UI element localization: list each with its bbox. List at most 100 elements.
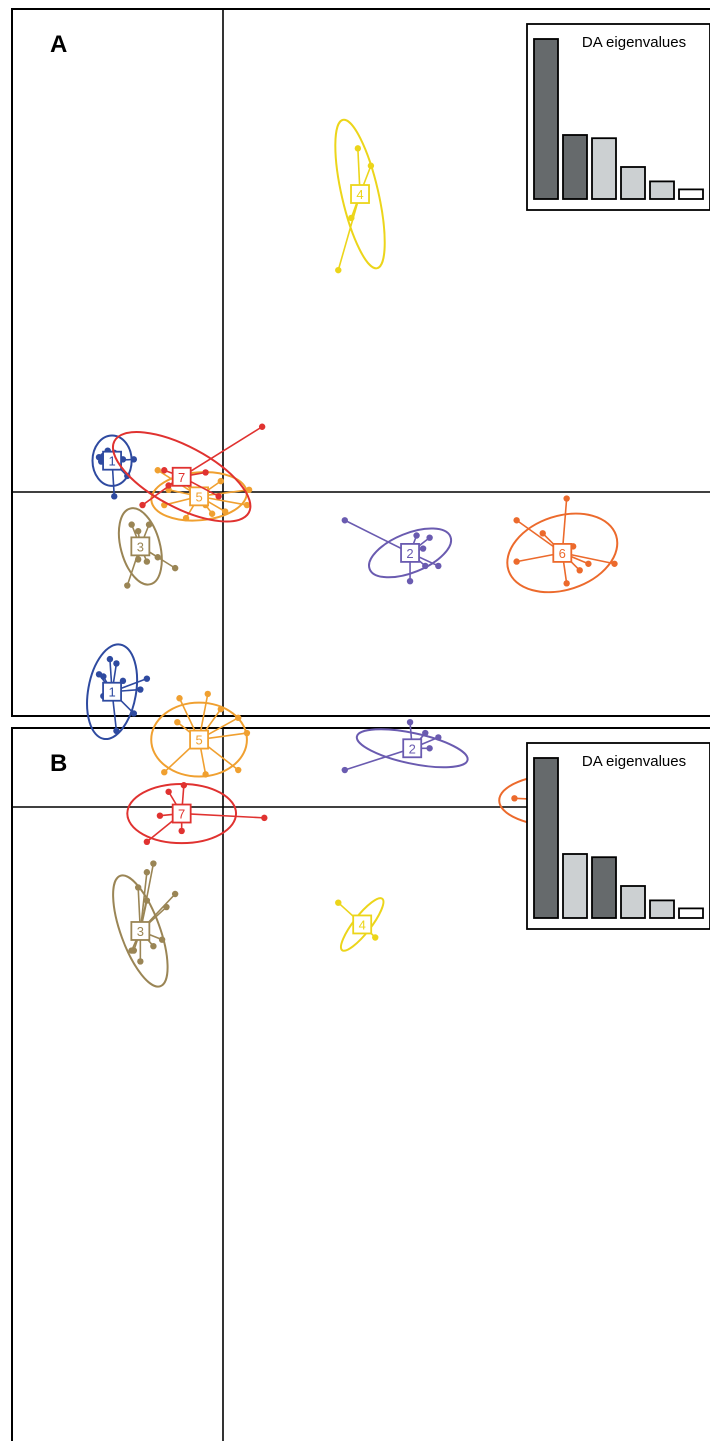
group-6: 6 xyxy=(506,495,619,594)
data-point xyxy=(139,501,146,509)
group-label: 7 xyxy=(178,807,185,822)
data-point xyxy=(422,562,429,570)
group-label-box xyxy=(171,466,192,487)
group-5: 5 xyxy=(150,467,253,522)
eigenvalue-bar xyxy=(562,853,588,919)
data-point xyxy=(221,508,229,515)
group-label: 3 xyxy=(137,924,144,939)
data-point xyxy=(419,545,427,552)
data-point xyxy=(137,686,144,693)
eigenvalue-inset: DA eigenvalues xyxy=(526,742,710,930)
data-point xyxy=(563,495,570,502)
data-point xyxy=(161,467,168,474)
data-point xyxy=(124,582,131,589)
eigenvalue-bar xyxy=(533,757,559,919)
data-point xyxy=(235,714,242,722)
eigenvalue-bar xyxy=(620,885,646,919)
data-point xyxy=(208,510,216,517)
data-point xyxy=(261,814,268,822)
panel-frame xyxy=(11,8,710,717)
group-spoke xyxy=(344,747,413,771)
inset-title: DA eigenvalues xyxy=(582,753,686,770)
data-point xyxy=(576,567,583,574)
data-point xyxy=(143,675,151,682)
group-label: 4 xyxy=(356,187,363,202)
data-point xyxy=(113,660,120,667)
data-point xyxy=(178,827,185,835)
data-point xyxy=(202,771,209,778)
data-point xyxy=(182,514,190,522)
data-point xyxy=(95,671,103,678)
eigenvalue-bar xyxy=(649,180,675,200)
group-4: 4 xyxy=(335,897,385,952)
group-ellipse xyxy=(117,507,163,586)
data-point xyxy=(513,558,520,565)
group-label: 2 xyxy=(406,546,413,561)
group-label: 6 xyxy=(559,546,566,561)
eigenvalue-inset: DA eigenvalues xyxy=(526,23,710,211)
group-ellipse xyxy=(111,431,252,523)
data-point xyxy=(204,690,211,698)
group-label: 4 xyxy=(359,917,366,932)
group-spoke xyxy=(181,426,263,478)
data-point xyxy=(217,477,225,485)
data-point xyxy=(124,472,131,480)
group-label: 5 xyxy=(195,733,202,748)
data-point xyxy=(154,467,161,474)
eigenvalue-bar xyxy=(562,134,588,200)
data-point xyxy=(163,903,170,911)
group-label-box xyxy=(402,738,423,759)
panel-frame xyxy=(11,727,710,1441)
data-point xyxy=(171,564,179,572)
data-point xyxy=(335,266,342,274)
group-ellipse xyxy=(355,728,469,769)
data-point xyxy=(161,769,168,776)
data-point xyxy=(134,884,142,891)
group-1: 1 xyxy=(86,643,151,741)
data-point xyxy=(137,958,144,965)
group-5: 5 xyxy=(150,690,251,778)
data-point xyxy=(150,860,157,867)
data-point xyxy=(245,486,253,494)
data-point xyxy=(539,530,546,537)
group-ellipse xyxy=(112,874,169,988)
group-3: 3 xyxy=(112,860,179,988)
data-point xyxy=(406,577,414,585)
data-point xyxy=(143,558,151,565)
data-point xyxy=(150,943,157,950)
data-point xyxy=(435,562,442,570)
data-point xyxy=(174,718,181,726)
group-label-box xyxy=(130,536,151,557)
panel-label: B xyxy=(50,750,67,777)
data-point xyxy=(171,890,179,898)
data-point xyxy=(354,145,362,152)
data-point xyxy=(513,517,520,524)
eigenvalue-bar xyxy=(678,188,704,200)
data-point xyxy=(180,782,188,789)
data-point xyxy=(243,501,251,509)
data-point xyxy=(372,934,379,941)
group-2: 2 xyxy=(341,517,453,585)
data-point xyxy=(367,162,375,169)
data-point xyxy=(145,521,153,528)
data-point xyxy=(143,897,151,904)
group-4: 4 xyxy=(334,118,386,274)
data-point xyxy=(511,795,518,802)
data-point xyxy=(130,456,138,463)
data-point xyxy=(563,580,570,587)
data-point xyxy=(215,493,222,500)
group-ellipse xyxy=(334,118,386,270)
group-label-box xyxy=(171,803,192,824)
inset-title: DA eigenvalues xyxy=(582,34,686,51)
data-point xyxy=(258,423,266,430)
group-ellipse xyxy=(506,512,619,594)
group-label: 1 xyxy=(108,685,115,700)
group-label: 1 xyxy=(108,454,115,469)
data-point xyxy=(422,729,429,737)
data-point xyxy=(585,560,592,567)
eigenvalue-bar xyxy=(533,38,559,200)
group-7: 7 xyxy=(111,423,266,523)
data-point xyxy=(426,534,433,541)
group-label: 7 xyxy=(178,470,185,485)
data-point xyxy=(217,705,225,713)
